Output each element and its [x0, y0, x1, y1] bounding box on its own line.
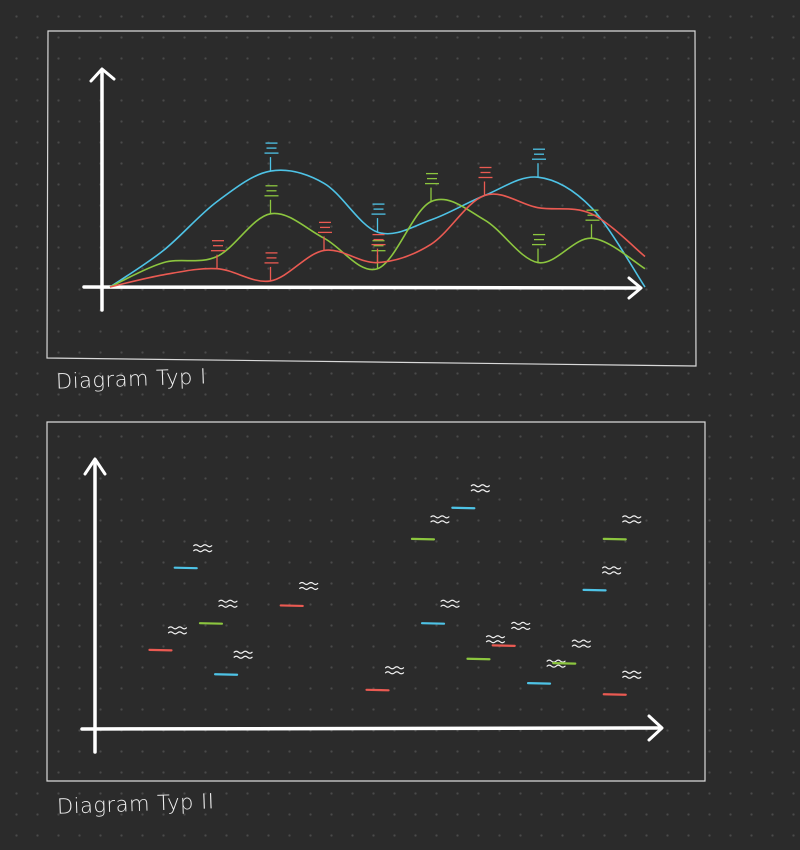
- diagram-2-x-axis: [80, 714, 664, 742]
- diagram-2-series-3-point: [279, 581, 319, 608]
- diagram-1-y-axis-arrowhead: [89, 67, 116, 83]
- diagram-1-series-1-marker: [264, 142, 279, 172]
- diagram-2-series-1-point: [420, 599, 460, 625]
- diagram-1-series-3-marker: [371, 233, 386, 263]
- diagram-2-series-2-point: [602, 515, 642, 541]
- diagram-1-series-1-marker: [371, 203, 386, 233]
- diagram-1-x-axis: [82, 276, 643, 300]
- diagram-2-series-2-point: [466, 635, 506, 661]
- diagram-2-series-3-point: [491, 621, 531, 648]
- diagram-2-x-axis-arrowhead: [647, 714, 664, 742]
- diagram-2-series-1-point: [451, 484, 490, 510]
- diagram-typ-1: [46, 30, 697, 367]
- diagram-1-series-2-marker: [425, 172, 439, 202]
- diagram-2-y-axis: [83, 457, 107, 754]
- diagram-2-y-axis-arrowhead: [83, 457, 107, 476]
- diagram-2-series-2-point: [198, 599, 238, 625]
- diagram-2-frame: [46, 421, 706, 782]
- diagram-2-series-3-point: [365, 666, 405, 692]
- diagram-1-frame: [46, 30, 697, 367]
- diagram-2-series-2-point: [552, 639, 591, 665]
- diagram-1-plot-area: [109, 142, 646, 288]
- diagram-2-series-1-point: [173, 544, 213, 570]
- diagram-2-series-1-point: [213, 650, 253, 676]
- diagram-2-series-1-point: [526, 659, 566, 685]
- diagram-1-series-2-line: [109, 198, 646, 288]
- diagram-1-series-2-marker: [264, 185, 279, 214]
- diagram-2-series-1-point: [582, 566, 622, 592]
- diagram-typ-2: [46, 421, 706, 782]
- diagram-1-series-1-marker: [532, 148, 546, 178]
- diagram-1-series-3-marker: [211, 240, 225, 269]
- diagram-1-series-2-marker: [532, 233, 546, 263]
- diagram-2-series-2-point: [410, 515, 450, 541]
- diagram-1-y-axis: [89, 67, 116, 312]
- diagram-1-x-axis-arrowhead: [627, 276, 643, 300]
- diagram-2-series-3-point: [602, 670, 642, 696]
- diagram-1-series-3-marker: [478, 166, 493, 196]
- diagram-2-plot-area: [148, 484, 642, 696]
- diagram-1-series-3-marker: [318, 221, 332, 251]
- diagram-2-series-3-point: [148, 626, 188, 652]
- diagram-1-series-3-marker: [264, 252, 279, 281]
